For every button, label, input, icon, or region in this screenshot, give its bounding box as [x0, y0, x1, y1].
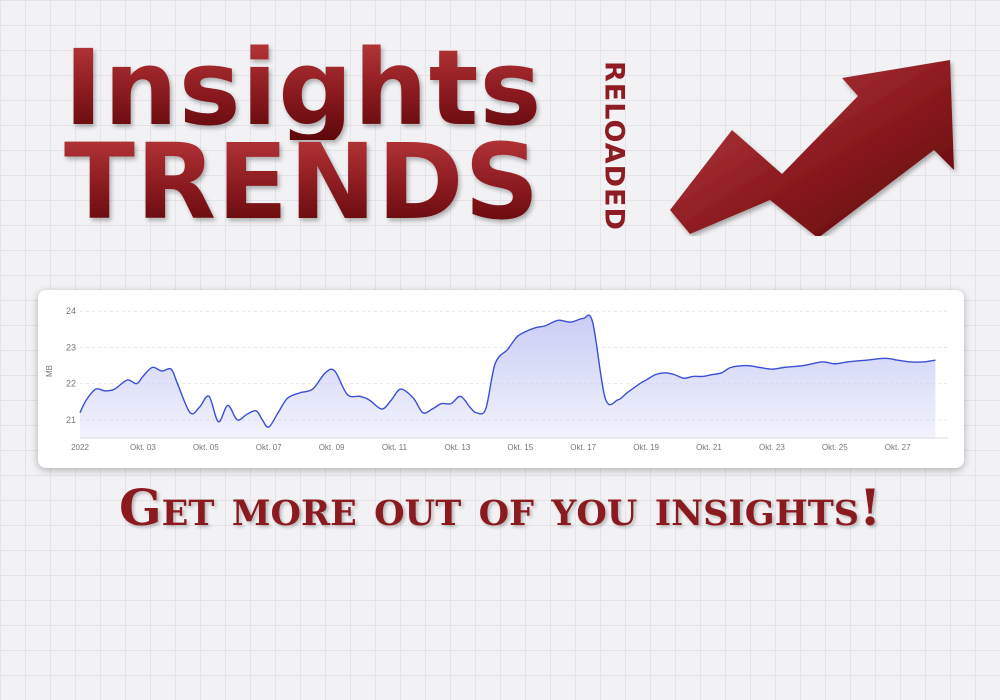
x-tick-label: Okt. 11 [382, 443, 408, 452]
series-area [80, 315, 936, 438]
y-tick-label: 24 [66, 306, 76, 316]
x-tick-label: Okt. 17 [570, 443, 596, 452]
trend-up-arrow-icon [670, 60, 954, 236]
x-tick-label: Okt. 09 [319, 443, 345, 452]
series-line [79, 314, 936, 428]
x-tick-label: Okt. 05 [193, 443, 219, 452]
x-tick-label: 2022 [71, 443, 89, 452]
y-tick-label: 23 [66, 342, 76, 352]
y-tick-label: 22 [66, 379, 76, 389]
x-tick-label: Okt. 23 [759, 443, 785, 452]
x-tick-label: Okt. 15 [507, 443, 533, 452]
logo-vertical-label: RELOADED [594, 60, 634, 232]
tagline: Get more out of you insights! [118, 478, 882, 537]
x-tick-label: Okt. 03 [130, 443, 156, 452]
reloaded-label: RELOADED [598, 61, 630, 231]
x-tick-label: Okt. 27 [885, 443, 911, 452]
x-tick-label: Okt. 25 [822, 443, 848, 452]
y-axis-label: MB [45, 365, 54, 377]
x-tick-label: Okt. 21 [696, 443, 722, 452]
x-tick-label: Okt. 13 [444, 443, 470, 452]
x-tick-label: Okt. 07 [256, 443, 282, 452]
y-tick-label: 21 [66, 415, 76, 425]
trend-chart: 21 22 23 24 MB 2022 Okt. 03 Okt. 05 Okt. 07 Okt. … [45, 306, 948, 452]
logo-title-line-1: Insights [64, 27, 543, 149]
logo-title-line-2: TRENDS [64, 121, 541, 243]
x-tick-label: Okt. 19 [633, 443, 659, 452]
chart-card: 21 22 23 24 MB 2022 Okt. 03 Okt. 05 Okt. 07 Okt. … [38, 290, 964, 468]
